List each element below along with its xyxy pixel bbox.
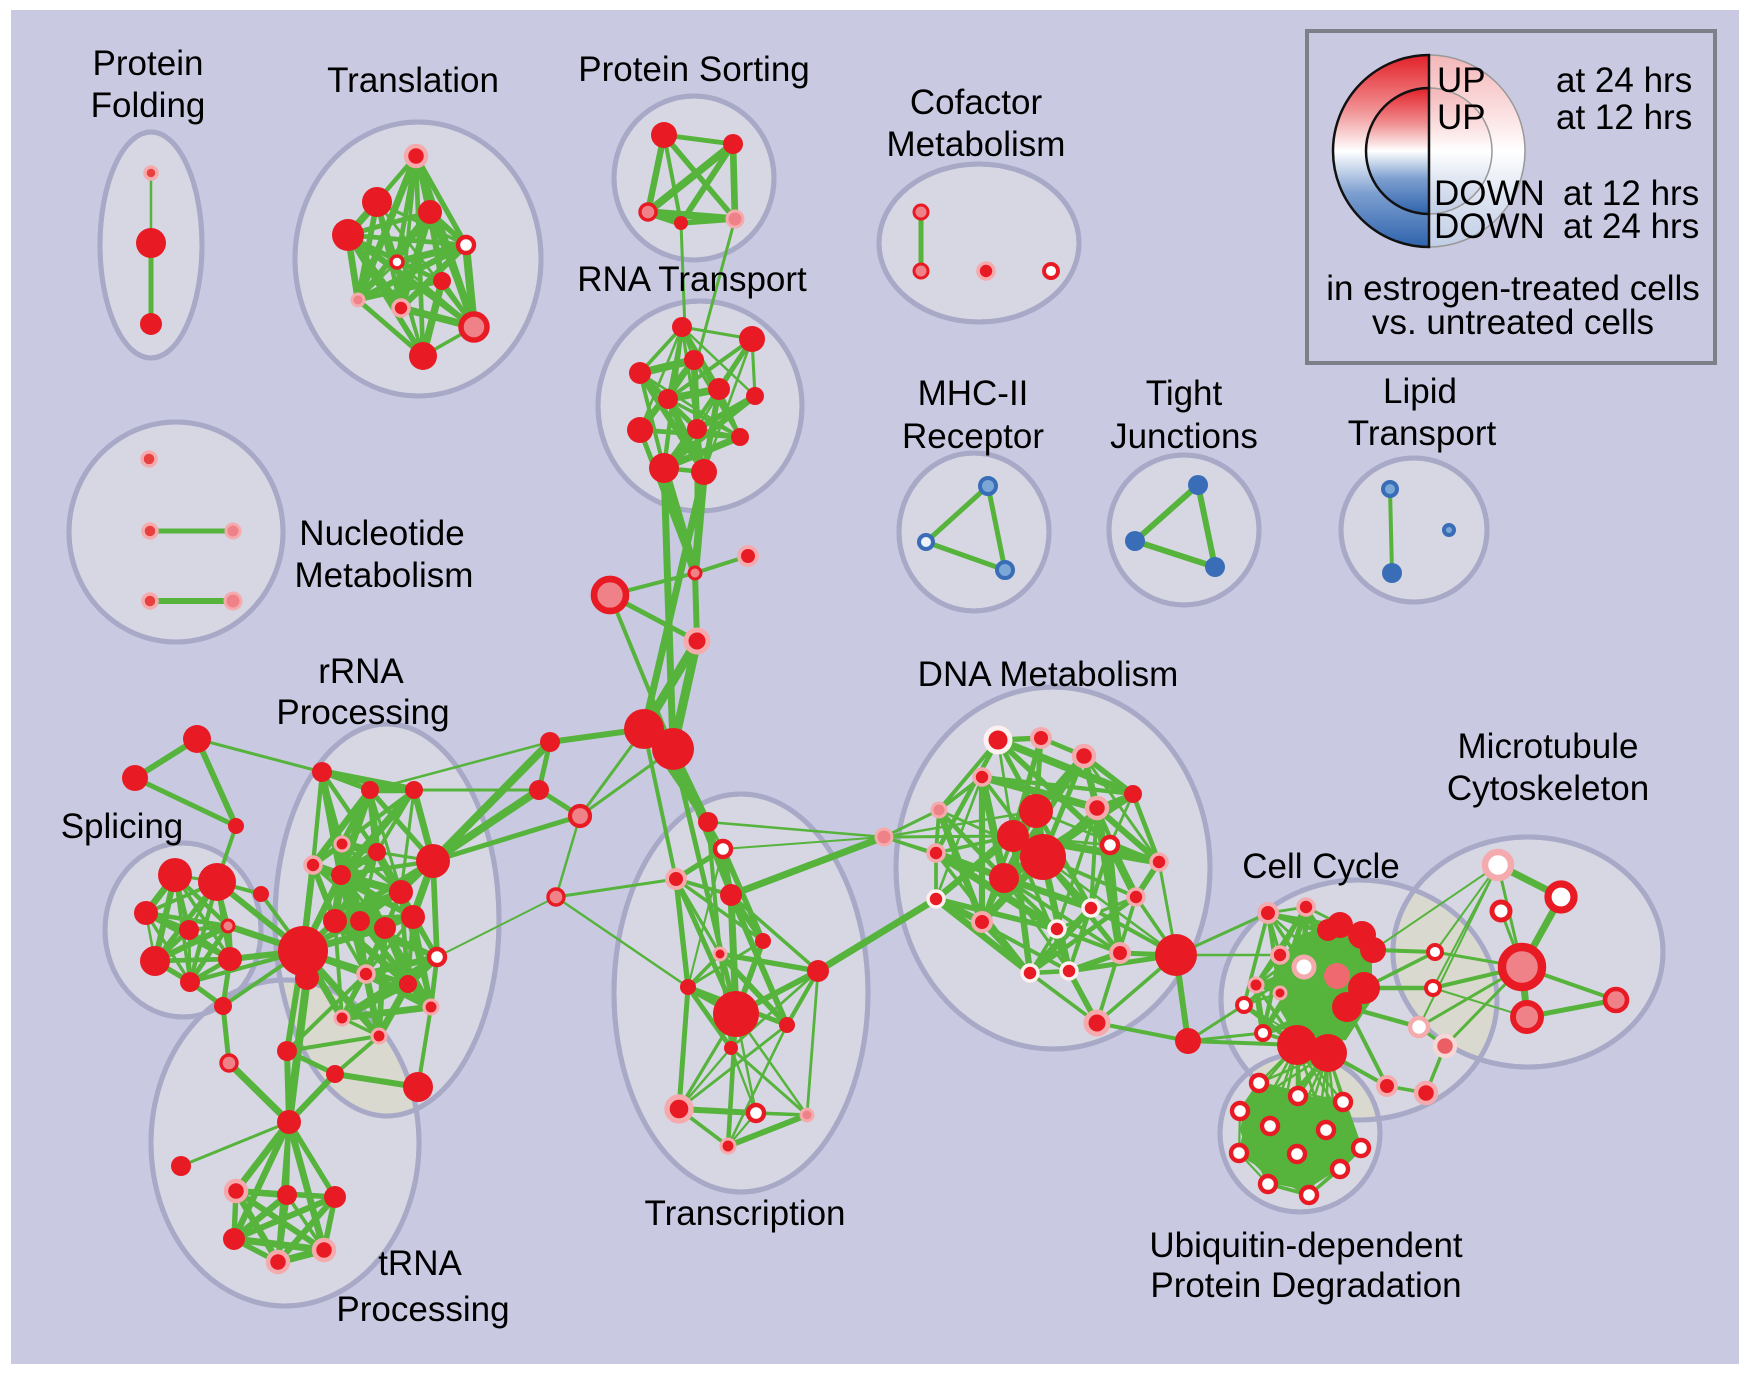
svg-text:Junctions: Junctions <box>1110 417 1258 456</box>
svg-text:UP: UP <box>1437 61 1486 100</box>
svg-text:at 12 hrs: at 12 hrs <box>1563 174 1699 213</box>
svg-text:DOWN: DOWN <box>1434 174 1545 213</box>
svg-text:Transcription: Transcription <box>645 1194 846 1233</box>
svg-text:Nucleotide: Nucleotide <box>299 514 464 553</box>
svg-text:Folding: Folding <box>91 86 206 125</box>
svg-text:Splicing: Splicing <box>61 807 184 846</box>
svg-text:Translation: Translation <box>327 61 499 100</box>
svg-text:at 24 hrs: at 24 hrs <box>1563 207 1699 246</box>
svg-text:Protein Sorting: Protein Sorting <box>578 50 810 89</box>
svg-text:in estrogen-treated cells: in estrogen-treated cells <box>1326 269 1700 308</box>
svg-text:Lipid: Lipid <box>1383 372 1457 411</box>
svg-text:Cytoskeleton: Cytoskeleton <box>1447 769 1649 808</box>
svg-text:DOWN: DOWN <box>1434 207 1545 246</box>
svg-text:Processing: Processing <box>336 1290 509 1329</box>
svg-text:Receptor: Receptor <box>902 417 1044 456</box>
svg-text:DNA Metabolism: DNA Metabolism <box>918 655 1179 694</box>
svg-text:at 12 hrs: at 12 hrs <box>1556 98 1692 137</box>
svg-text:Transport: Transport <box>1348 414 1497 453</box>
svg-text:Cell Cycle: Cell Cycle <box>1242 847 1400 886</box>
svg-text:Metabolism: Metabolism <box>887 125 1066 164</box>
svg-text:MHC-II: MHC-II <box>918 374 1029 413</box>
svg-text:Protein Degradation: Protein Degradation <box>1150 1266 1461 1305</box>
svg-text:rRNA: rRNA <box>318 652 404 691</box>
svg-text:vs. untreated cells: vs. untreated cells <box>1372 303 1654 342</box>
svg-text:UP: UP <box>1437 98 1486 137</box>
svg-text:RNA Transport: RNA Transport <box>577 260 807 299</box>
svg-text:Microtubule: Microtubule <box>1458 727 1639 766</box>
svg-text:at 24 hrs: at 24 hrs <box>1556 61 1692 100</box>
svg-text:Protein: Protein <box>93 44 204 83</box>
svg-text:tRNA: tRNA <box>378 1244 462 1283</box>
svg-text:Ubiquitin-dependent: Ubiquitin-dependent <box>1149 1226 1463 1265</box>
svg-text:Metabolism: Metabolism <box>295 556 474 595</box>
svg-text:Tight: Tight <box>1146 374 1223 413</box>
svg-text:Cofactor: Cofactor <box>910 83 1043 122</box>
svg-text:Processing: Processing <box>276 693 449 732</box>
